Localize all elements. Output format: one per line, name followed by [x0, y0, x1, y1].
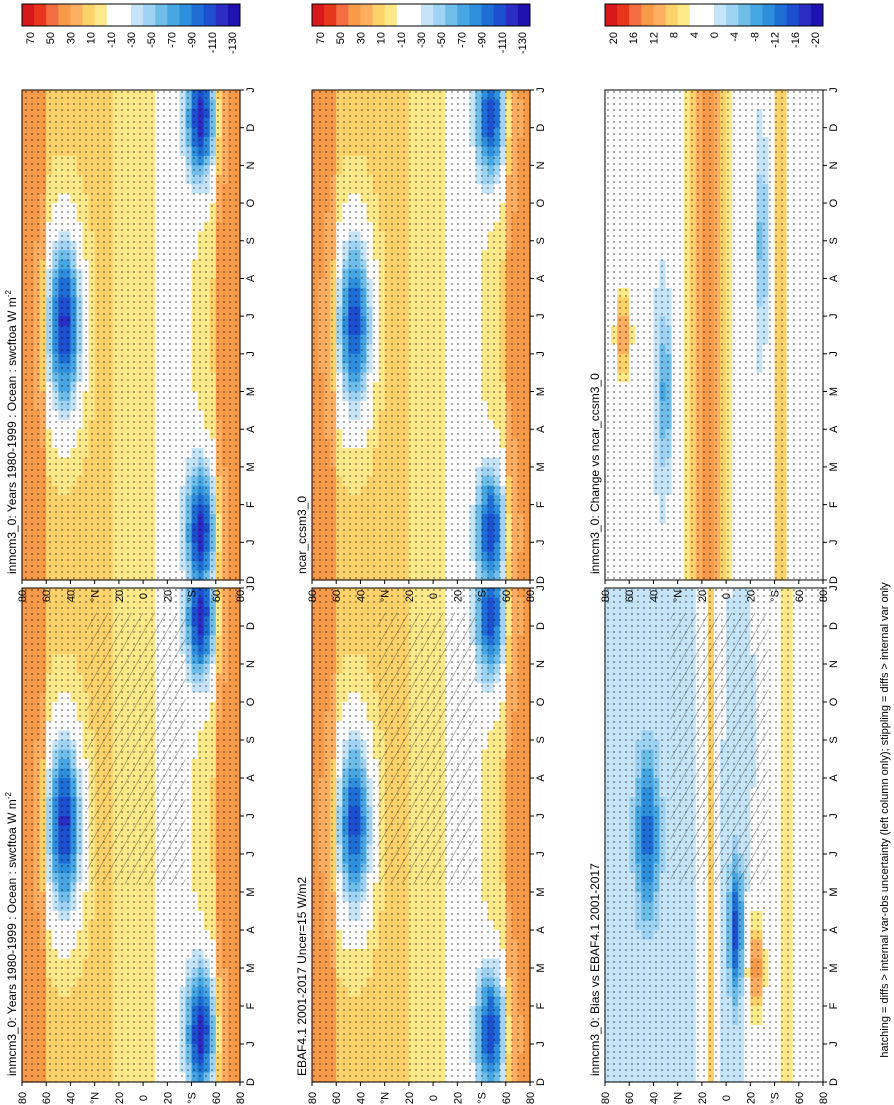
lat-tick-label: 40	[65, 1092, 77, 1104]
lat-tick-label: 20	[404, 1092, 416, 1104]
month-tick-label: M	[535, 887, 547, 896]
month-tick-label: A	[535, 926, 547, 934]
month-tick-label: J	[535, 585, 547, 591]
lat-tick-label: °N	[380, 1092, 392, 1104]
panels: D J F M A M J J A S O N D J 80 60 40 °N 20 0 20 °S 60 80 inmcm3_…	[4, 3, 840, 1104]
month-tick-label: M	[535, 963, 547, 972]
lat-tick-label: 20	[162, 1092, 174, 1104]
month-tick-label: O	[245, 697, 257, 706]
month-tick-label: D	[535, 622, 547, 630]
month-tick-label: F	[535, 1002, 547, 1009]
month-tick-label: D	[245, 1078, 257, 1086]
month-tick-label: J	[245, 813, 257, 819]
lat-tick-label: 80	[525, 1092, 537, 1104]
plot-frame	[21, 587, 241, 1083]
month-tick-label: N	[245, 660, 257, 668]
month-tick-label: J	[245, 851, 257, 857]
month-tick-label: A	[535, 774, 547, 782]
month-tick-label: S	[245, 736, 257, 743]
lat-tick-label: 20	[114, 1092, 126, 1104]
lat-tick-label: 60	[331, 1092, 343, 1104]
month-tick-label: J	[535, 813, 547, 819]
month-tick-label: F	[245, 1002, 257, 1009]
title-superscript: -2	[4, 792, 13, 800]
month-tick-label: D	[245, 622, 257, 630]
panel-title: inmcm3_0: Years 1980-1999 : Ocean : swcf…	[4, 792, 19, 1076]
month-tick-label: O	[535, 697, 547, 706]
lat-tick-label: °S	[187, 1092, 199, 1104]
lat-tick-label: 20	[452, 1092, 464, 1104]
month-tick-label: S	[535, 736, 547, 743]
lat-tick-label: °S	[477, 1092, 489, 1104]
month-tick-label: M	[245, 887, 257, 896]
month-tick-label: J	[245, 585, 257, 591]
panel-model: D J F M A M J J A S O N D J 80 60 40 °N 20 0 20 °S 60 80 inmcm3_…	[4, 501, 257, 1104]
month-tick-label: N	[535, 660, 547, 668]
lat-tick-label: 60	[41, 1092, 53, 1104]
month-tick-label: M	[245, 963, 257, 972]
lat-tick-label: 80	[17, 1092, 29, 1104]
lat-tick-label: 80	[235, 1092, 247, 1104]
hatch-overlay	[87, 612, 186, 885]
month-tick-label: A	[245, 774, 257, 782]
lat-tick-label: 80	[307, 1092, 319, 1104]
month-tick-label: A	[245, 926, 257, 934]
lat-tick-label: 60	[211, 1092, 223, 1104]
month-tick-label: J	[245, 1041, 257, 1047]
month-tick-label: J	[535, 851, 547, 857]
lat-tick-label: °N	[90, 1092, 102, 1104]
lat-tick-label: 60	[501, 1092, 513, 1104]
plot-frame	[311, 587, 531, 1083]
lat-tick-label: 0	[138, 1095, 150, 1101]
hatch-overlay	[377, 612, 476, 885]
month-tick-label: J	[535, 1041, 547, 1047]
month-tick-label: D	[535, 1078, 547, 1086]
lat-tick-label: 0	[428, 1095, 440, 1101]
panel-title: EBAF4.1 2001-2017 Uncer=15 W/m2	[295, 877, 309, 1076]
lat-tick-label: 40	[355, 1092, 367, 1104]
